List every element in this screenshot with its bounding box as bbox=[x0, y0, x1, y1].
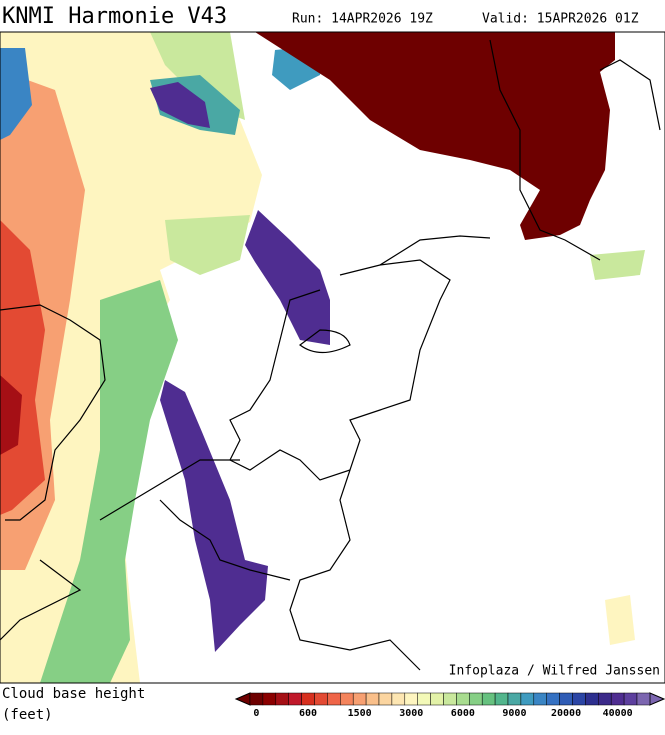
colorbar-swatch bbox=[365, 692, 380, 706]
map-frame bbox=[0, 31, 665, 684]
colorbar-label: 6000 bbox=[451, 708, 475, 719]
colorbar-swatch bbox=[443, 692, 457, 706]
colorbar-swatch bbox=[262, 692, 277, 706]
colorbar-label: 40000 bbox=[603, 708, 633, 719]
colorbar-label: 600 bbox=[299, 708, 317, 719]
colorbar-swatch bbox=[469, 692, 483, 706]
colorbar-swatch bbox=[546, 692, 560, 706]
cloud-field bbox=[245, 210, 330, 345]
colorbar-swatch bbox=[636, 692, 651, 706]
cloud-field bbox=[165, 215, 250, 275]
colorbar-arrow bbox=[649, 692, 665, 706]
cloud-field bbox=[40, 280, 178, 683]
colorbar-swatch bbox=[572, 692, 586, 706]
cloud-field bbox=[160, 380, 268, 652]
colorbar-swatch bbox=[623, 692, 638, 706]
colorbar-swatch bbox=[533, 692, 547, 706]
colorbar-swatch bbox=[301, 692, 315, 706]
colorbar-swatch bbox=[430, 692, 444, 706]
colorbar-swatch bbox=[378, 692, 393, 706]
valid-time: Valid: 15APR2026 01Z bbox=[482, 12, 639, 27]
colorbar-swatch bbox=[275, 692, 289, 706]
cloud-field bbox=[0, 48, 32, 140]
colorbar-swatch bbox=[352, 692, 367, 706]
colorbar-label: 1500 bbox=[348, 708, 372, 719]
map: Infoplaza / Wilfred Janssen bbox=[0, 31, 665, 684]
colorbar-swatch bbox=[391, 692, 406, 706]
colorbar-swatch bbox=[314, 692, 328, 706]
colorbar-swatch bbox=[456, 692, 470, 706]
colorbar: 0 600 1500 3000 6000 9000 20000 40000 bbox=[234, 692, 665, 719]
colorbar-label: 20000 bbox=[551, 708, 581, 719]
colorbar-label: 9000 bbox=[502, 708, 526, 719]
cloud-field bbox=[150, 82, 210, 128]
run-time: Run: 14APR2026 19Z bbox=[292, 12, 433, 27]
colorbar-swatch bbox=[249, 692, 264, 706]
colorbar-swatch bbox=[520, 692, 535, 706]
credit: Infoplaza / Wilfred Janssen bbox=[449, 664, 660, 679]
colorbar-label: 3000 bbox=[399, 708, 423, 719]
colorbar-swatch bbox=[327, 692, 341, 706]
colorbar-arrow bbox=[234, 692, 251, 706]
cloud-field bbox=[605, 595, 635, 645]
colorbar-swatch bbox=[559, 692, 573, 706]
coastlines bbox=[0, 39, 661, 671]
colorbar-swatch bbox=[598, 692, 612, 706]
cloud-field bbox=[0, 375, 22, 455]
colorbar-swatch bbox=[507, 692, 522, 706]
colorbar-swatch bbox=[417, 692, 431, 706]
colorbar-swatch bbox=[610, 692, 625, 706]
cloud-field bbox=[590, 250, 645, 280]
title: KNMI Harmonie V43 bbox=[2, 4, 227, 29]
cloud-field bbox=[255, 32, 615, 240]
legend-title: Cloud base height bbox=[2, 686, 145, 702]
legend-unit: (feet) bbox=[2, 707, 53, 723]
colorbar-swatch bbox=[404, 692, 418, 706]
colorbar-swatch bbox=[585, 692, 599, 706]
colorbar-swatch bbox=[494, 692, 509, 706]
colorbar-swatch bbox=[288, 692, 302, 706]
colorbar-swatch bbox=[340, 692, 354, 706]
colorbar-label: 0 bbox=[253, 708, 259, 719]
colorbar-swatch bbox=[481, 692, 496, 706]
